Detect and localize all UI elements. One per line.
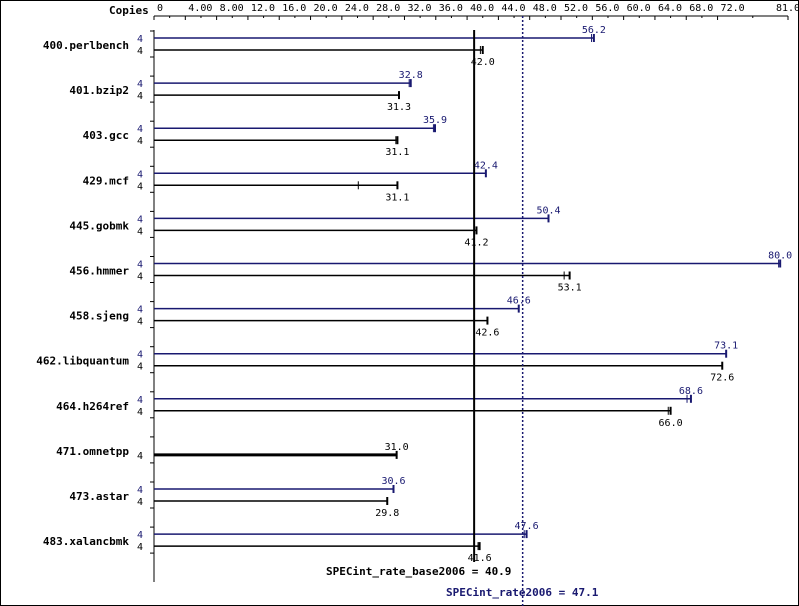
base-value-label: 53.1 bbox=[558, 283, 582, 294]
base-value-label: 66.0 bbox=[659, 418, 683, 429]
axis-tick-label: 48.0 bbox=[533, 3, 557, 14]
base-copies-label: 4 bbox=[137, 272, 143, 283]
base-value-label: 31.1 bbox=[385, 192, 409, 203]
peak-value-label: 30.6 bbox=[381, 476, 405, 487]
peak-copies-label: 4 bbox=[137, 79, 143, 90]
base-value-label: 29.8 bbox=[375, 508, 399, 519]
benchmark-name: 456.hmmer bbox=[69, 265, 129, 278]
axis-layer: 0 4.00 8.00 12.0 16.0 20.0 24.0 28.0 32.0 36.0 40.… bbox=[153, 3, 799, 582]
peak-copies-label: 4 bbox=[137, 34, 143, 45]
benchmark-name: 483.xalancbmk bbox=[43, 535, 129, 548]
peak-value-label: 80.0 bbox=[768, 251, 792, 262]
benchmark-row: 429.mcf 4 42.4 4 31.1 bbox=[83, 160, 498, 203]
axis-tick-label: 56.0 bbox=[595, 3, 619, 14]
base-value-label: 31.1 bbox=[385, 147, 409, 158]
axis-tick-label: 81.0 bbox=[776, 3, 799, 14]
benchmark-name: 458.sjeng bbox=[69, 310, 129, 323]
peak-copies-label: 4 bbox=[137, 530, 143, 541]
benchmark-name: 464.h264ref bbox=[56, 400, 129, 413]
benchmark-row: 456.hmmer 4 80.0 4 53.1 bbox=[69, 251, 792, 294]
base-value-label: 31.0 bbox=[385, 442, 409, 453]
benchmark-name: 429.mcf bbox=[83, 174, 129, 187]
peak-summary-label: SPECint_rate2006 = 47.1 bbox=[446, 586, 599, 599]
benchmark-row: 400.perlbench 4 56.2 4 42.0 bbox=[43, 25, 606, 68]
summary-layer: SPECint_rate_base2006 = 40.9 SPECint_rate… bbox=[326, 16, 599, 606]
axis-tick-label: 72.0 bbox=[721, 3, 745, 14]
base-copies-label: 4 bbox=[137, 46, 143, 57]
benchmark-name: 462.libquantum bbox=[36, 355, 129, 368]
axis-tick-label: 44.0 bbox=[501, 3, 525, 14]
peak-value-label: 35.9 bbox=[423, 115, 447, 126]
benchmark-name: 400.perlbench bbox=[43, 39, 129, 52]
base-value-label: 42.6 bbox=[475, 328, 499, 339]
benchmark-row: 458.sjeng 4 46.6 4 42.6 bbox=[69, 296, 530, 339]
base-summary-label: SPECint_rate_base2006 = 40.9 bbox=[326, 565, 511, 578]
base-copies-label: 4 bbox=[137, 407, 143, 418]
peak-value-label: 56.2 bbox=[582, 25, 606, 36]
benchmark-row: 471.omnetpp 4 31.0 bbox=[56, 436, 409, 464]
benchmark-row: 401.bzip2 4 32.8 4 31.3 bbox=[69, 70, 422, 113]
axis-tick-label: 40.0 bbox=[470, 3, 494, 14]
base-value-label: 31.3 bbox=[387, 102, 411, 113]
peak-value-label: 42.4 bbox=[474, 160, 498, 171]
benchmark-name: 401.bzip2 bbox=[69, 84, 129, 97]
peak-value-label: 47.6 bbox=[515, 521, 539, 532]
axis-tick-label: 32.0 bbox=[407, 3, 431, 14]
axis-tick-label: 20.0 bbox=[314, 3, 338, 14]
base-copies-label: 4 bbox=[137, 362, 143, 373]
benchmark-row: 483.xalancbmk 4 47.6 4 41.6 bbox=[43, 521, 539, 564]
base-value-label: 42.0 bbox=[471, 57, 495, 68]
axis-tick-label: 64.0 bbox=[658, 3, 682, 14]
peak-copies-label: 4 bbox=[137, 124, 143, 135]
base-value-label: 41.6 bbox=[468, 553, 492, 564]
base-value-label: 72.6 bbox=[710, 373, 734, 384]
axis-tick-label: 68.0 bbox=[689, 3, 713, 14]
peak-copies-label: 4 bbox=[137, 214, 143, 225]
peak-value-label: 32.8 bbox=[399, 70, 423, 81]
benchmark-name: 473.astar bbox=[69, 490, 129, 503]
benchmark-row: 464.h264ref 4 68.6 4 66.0 bbox=[56, 386, 703, 429]
peak-value-label: 68.6 bbox=[679, 386, 703, 397]
axis-tick-label: 24.0 bbox=[345, 3, 369, 14]
base-value-label: 41.2 bbox=[464, 237, 488, 248]
axis-tick-label: 0 bbox=[157, 3, 163, 14]
benchmark-row: 403.gcc 4 35.9 4 31.1 bbox=[83, 115, 447, 158]
base-copies-label: 4 bbox=[137, 136, 143, 147]
peak-value-label: 46.6 bbox=[507, 296, 531, 307]
benchmark-name: 445.gobmk bbox=[69, 219, 129, 232]
base-copies-label: 4 bbox=[137, 451, 143, 462]
benchmark-name: 403.gcc bbox=[83, 129, 129, 142]
peak-value-label: 50.4 bbox=[536, 205, 560, 216]
rows-layer: 400.perlbench 4 56.2 4 42.0 401.bzip2 4 32.8 4 31… bbox=[36, 25, 792, 564]
peak-value-label: 73.1 bbox=[714, 341, 738, 352]
base-copies-label: 4 bbox=[137, 91, 143, 102]
axis-tick-label: 60.0 bbox=[627, 3, 651, 14]
base-copies-label: 4 bbox=[137, 226, 143, 237]
base-copies-label: 4 bbox=[137, 497, 143, 508]
axis-tick-label: 12.0 bbox=[251, 3, 275, 14]
benchmark-row: 473.astar 4 30.6 4 29.8 bbox=[69, 476, 405, 519]
base-copies-label: 4 bbox=[137, 181, 143, 192]
peak-copies-label: 4 bbox=[137, 350, 143, 361]
peak-copies-label: 4 bbox=[137, 169, 143, 180]
benchmark-row: 462.libquantum 4 73.1 4 72.6 bbox=[36, 341, 738, 384]
peak-copies-label: 4 bbox=[137, 260, 143, 271]
base-copies-label: 4 bbox=[137, 317, 143, 328]
axis-tick-label: 52.0 bbox=[564, 3, 588, 14]
axis-tick-label: 4.00 bbox=[188, 3, 212, 14]
axis-tick-label: 16.0 bbox=[282, 3, 306, 14]
axis-tick-label: 28.0 bbox=[376, 3, 400, 14]
axis-tick-label: 8.00 bbox=[220, 3, 244, 14]
peak-copies-label: 4 bbox=[137, 395, 143, 406]
benchmark-name: 471.omnetpp bbox=[56, 445, 129, 458]
peak-copies-label: 4 bbox=[137, 305, 143, 316]
base-copies-label: 4 bbox=[137, 542, 143, 553]
axis-tick-label: 36.0 bbox=[439, 3, 463, 14]
peak-copies-label: 4 bbox=[137, 485, 143, 496]
copies-header: Copies bbox=[109, 4, 149, 17]
benchmark-row: 445.gobmk 4 50.4 4 41.2 bbox=[69, 205, 560, 248]
